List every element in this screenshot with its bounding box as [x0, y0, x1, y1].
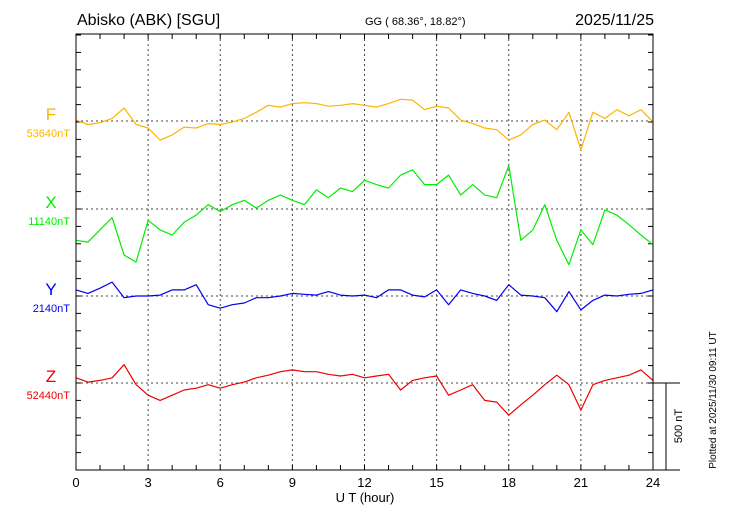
trace-x — [75, 164, 654, 266]
x-tick-label: 3 — [145, 475, 152, 490]
baseline-value-f: 53640nT — [27, 128, 71, 140]
trace-z — [75, 364, 654, 416]
baseline-value-z: 52440nT — [27, 390, 71, 402]
x-tick-label: 6 — [217, 475, 224, 490]
x-axis-label: U T (hour) — [336, 490, 395, 505]
component-label-x: X — [45, 193, 56, 212]
station-coordinates: GG ( 68.36°, 18.82°) — [365, 16, 466, 28]
x-tick-label: 15 — [429, 475, 443, 490]
baseline-value-x: 11140nT — [28, 216, 70, 228]
traces — [75, 98, 654, 416]
component-labels: F 53640nT X 11140nT Y 2140nT Z 52440nT — [27, 105, 71, 402]
scale-bar-label: 500 nT — [673, 409, 685, 444]
trace-y — [75, 281, 654, 313]
station-title: Abisko (ABK) [SGU] — [77, 12, 220, 29]
axis-ticks — [75, 34, 654, 471]
baseline-value-y: 2140nT — [33, 303, 71, 315]
plot-date: 2025/11/25 — [575, 12, 654, 29]
component-label-f: F — [46, 105, 56, 124]
x-tick-label: 9 — [289, 475, 296, 490]
x-tick-label: 21 — [574, 475, 588, 490]
grid — [76, 34, 653, 470]
x-tick-label: 18 — [502, 475, 516, 490]
trace-f — [75, 98, 654, 151]
x-tick-label: 12 — [357, 475, 371, 490]
x-tick-label: 0 — [72, 475, 79, 490]
plot-frame — [75, 33, 654, 471]
x-tick-label: 24 — [646, 475, 660, 490]
component-label-y: Y — [45, 280, 56, 299]
x-tick-labels: 0 3 6 9 12 15 18 21 24 — [72, 475, 660, 490]
plotted-at-note: Plotted at 2025/11/30 09:11 UT — [708, 331, 719, 469]
component-label-z: Z — [46, 367, 56, 386]
scale-bar: 500 nT — [653, 382, 685, 471]
